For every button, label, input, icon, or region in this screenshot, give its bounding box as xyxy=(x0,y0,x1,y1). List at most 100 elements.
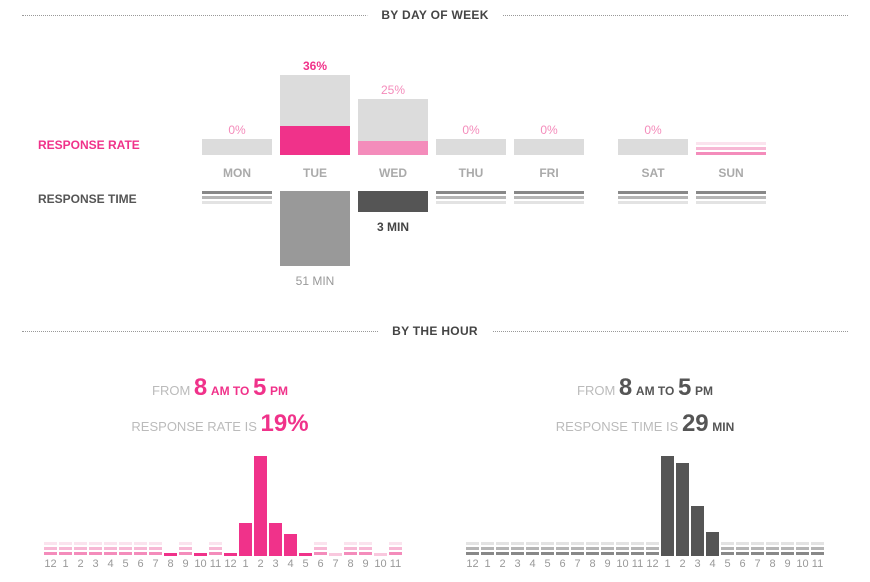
no-data-stripes xyxy=(601,552,614,555)
no-data-stripes xyxy=(389,547,402,550)
no-data-stripes xyxy=(359,542,372,545)
hour-label: 4 xyxy=(529,558,536,570)
hour-bar xyxy=(224,553,237,556)
hour-label: 6 xyxy=(559,558,566,570)
hour-label: 1 xyxy=(242,558,249,570)
hour-label: 1 xyxy=(62,558,69,570)
no-data-stripes xyxy=(696,196,766,199)
end-hour: 5 xyxy=(677,374,692,401)
no-data-stripes xyxy=(104,552,117,555)
no-data-stripes xyxy=(541,547,554,550)
hour-bar xyxy=(706,532,719,556)
no-data-stripes xyxy=(74,552,87,555)
hour-label: 7 xyxy=(754,558,761,570)
hour-label: 10 xyxy=(796,558,809,570)
no-data-stripes xyxy=(149,552,162,555)
hour-label: 11 xyxy=(811,558,824,570)
no-data-stripes xyxy=(696,152,766,155)
hour-bar xyxy=(164,553,177,556)
no-data-stripes xyxy=(496,542,509,545)
no-data-stripes xyxy=(766,542,779,545)
hour-bar xyxy=(661,456,674,556)
no-data-stripes xyxy=(104,547,117,550)
no-data-stripes xyxy=(209,547,222,550)
no-data-stripes xyxy=(601,542,614,545)
hour-label: 2 xyxy=(679,558,686,570)
no-data-stripes xyxy=(751,552,764,555)
from-text: FROM xyxy=(577,383,616,398)
no-data-stripes xyxy=(496,552,509,555)
rate-value: 0% xyxy=(228,123,246,137)
volume-bar xyxy=(202,139,272,155)
no-data-stripes xyxy=(736,552,749,555)
hour-label: 5 xyxy=(122,558,129,570)
no-data-stripes xyxy=(179,547,192,550)
no-data-stripes xyxy=(134,552,147,555)
from-text: FROM xyxy=(152,383,191,398)
hour-label: 11 xyxy=(389,558,402,570)
no-data-stripes xyxy=(202,201,272,204)
no-data-stripes xyxy=(631,542,644,545)
no-data-stripes xyxy=(736,542,749,545)
time-summary-unit: MIN xyxy=(712,420,735,434)
start-unit: AM TO xyxy=(635,384,675,398)
hour-label: 11 xyxy=(631,558,644,570)
no-data-stripes xyxy=(466,542,479,545)
no-data-stripes xyxy=(781,552,794,555)
no-data-stripes xyxy=(721,542,734,545)
hour-label: 8 xyxy=(347,558,354,570)
day-label: SUN xyxy=(718,166,744,180)
no-data-stripes xyxy=(631,552,644,555)
no-data-stripes xyxy=(89,542,102,545)
no-data-stripes xyxy=(526,552,539,555)
no-data-stripes xyxy=(586,547,599,550)
no-data-stripes xyxy=(511,547,524,550)
no-data-stripes xyxy=(781,542,794,545)
hour-label: 9 xyxy=(182,558,189,570)
hour-label: 2 xyxy=(499,558,506,570)
no-data-stripes xyxy=(466,547,479,550)
no-data-stripes xyxy=(202,191,272,194)
no-data-stripes xyxy=(556,542,569,545)
hour-label: 12 xyxy=(646,558,659,570)
no-data-stripes xyxy=(389,552,402,555)
no-data-stripes xyxy=(631,547,644,550)
no-data-stripes xyxy=(514,191,584,194)
rate-summary-value: 19% xyxy=(260,410,309,437)
hour-label: 8 xyxy=(769,558,776,570)
hour-label: 10 xyxy=(194,558,207,570)
hour-bar xyxy=(254,456,267,556)
hour-label: 5 xyxy=(302,558,309,570)
no-data-stripes xyxy=(514,196,584,199)
hour-label: 6 xyxy=(317,558,324,570)
time-summary: RESPONSE TIME IS 29 MIN xyxy=(465,410,825,438)
no-data-stripes xyxy=(209,552,222,555)
hour-bar xyxy=(374,553,387,556)
no-data-stripes xyxy=(511,542,524,545)
no-data-stripes xyxy=(811,542,824,545)
day-label: MON xyxy=(223,166,251,180)
hour-label: 7 xyxy=(152,558,159,570)
hour-bar xyxy=(691,506,704,556)
no-data-stripes xyxy=(556,547,569,550)
no-data-stripes xyxy=(179,552,192,555)
hour-label: 3 xyxy=(694,558,701,570)
volume-bar xyxy=(618,139,688,155)
no-data-stripes xyxy=(179,542,192,545)
no-data-stripes xyxy=(59,552,72,555)
rate-value: 0% xyxy=(462,123,480,137)
no-data-stripes xyxy=(616,547,629,550)
hour-label: 8 xyxy=(589,558,596,570)
no-data-stripes xyxy=(389,542,402,545)
hour-label: 7 xyxy=(332,558,339,570)
no-data-stripes xyxy=(436,196,506,199)
no-data-stripes xyxy=(344,547,357,550)
hour-label: 10 xyxy=(374,558,387,570)
no-data-stripes xyxy=(796,552,809,555)
day-label: FRI xyxy=(539,166,559,180)
hour-label: 11 xyxy=(209,558,222,570)
hour-label: 8 xyxy=(167,558,174,570)
no-data-stripes xyxy=(618,191,688,194)
no-data-stripes xyxy=(74,547,87,550)
day-label: SAT xyxy=(641,166,665,180)
